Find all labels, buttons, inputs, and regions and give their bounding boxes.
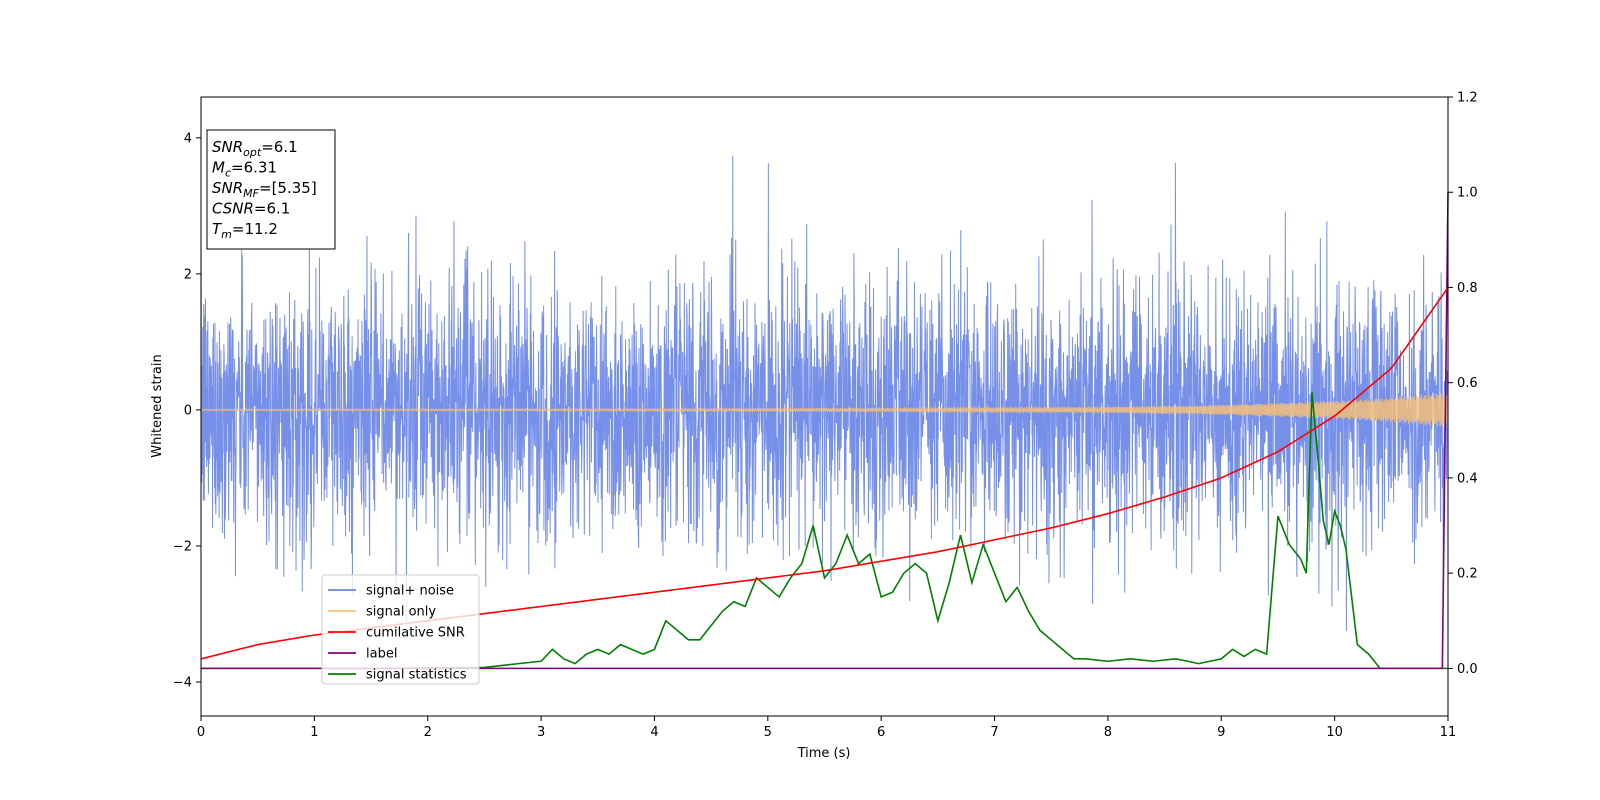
y2-tick-label: 0.6 [1457, 376, 1478, 391]
x-axis-ticks: 0 1 2 3 4 5 6 7 8 9 10 11 [197, 716, 1456, 740]
legend-label: signal only [366, 605, 436, 620]
y2-tick-label: 1.0 [1457, 186, 1478, 201]
info-box-frame [206, 129, 336, 250]
info-line: Tm=11.2 [212, 220, 278, 241]
y-tick-label: −2 [173, 539, 192, 554]
x-tick-label: 0 [197, 725, 205, 740]
y2-tick-label: 1.2 [1457, 91, 1478, 106]
legend-label: cumilative SNR [366, 626, 465, 641]
x-tick-label: 3 [537, 725, 545, 740]
info-line: CSNR=6.1 [212, 200, 290, 218]
y2-tick-label: 0.8 [1457, 281, 1478, 296]
y2-tick-label: 0.2 [1457, 567, 1478, 582]
series-signal-statistics [201, 392, 1448, 670]
legend-frame [321, 574, 480, 685]
x-tick-label: 8 [1104, 725, 1112, 740]
x-tick-label: 1 [310, 725, 318, 740]
y2-tick-label: 0.4 [1457, 471, 1478, 486]
legend-label: signal statistics [366, 668, 467, 683]
info-line: SNRMF=[5.35] [212, 179, 317, 200]
y-axis-ticks: −4 −2 0 2 4 [173, 131, 201, 690]
y2-axis-ticks: 0.0 0.2 0.4 0.6 0.8 1.0 1.2 [1448, 91, 1478, 677]
x-tick-label: 11 [1440, 725, 1457, 740]
x-tick-label: 6 [877, 725, 885, 740]
y-tick-label: 2 [184, 267, 192, 282]
y-tick-label: 4 [184, 131, 192, 146]
plot-frame [200, 96, 1449, 717]
info-line: SNRopt=6.1 [212, 138, 298, 159]
y-tick-label: 0 [184, 403, 192, 418]
y-tick-label: −4 [173, 675, 192, 690]
y2-tick-label: 0.0 [1457, 662, 1478, 677]
series-label [201, 192, 1449, 670]
y-axis-label: Whitened strain [150, 354, 165, 457]
legend: signal+ noise signal only cumilative SNR la… [321, 574, 480, 685]
series-signal-noise [200, 156, 1449, 631]
info-line: Mc=6.31 [212, 159, 277, 180]
x-tick-label: 5 [764, 725, 772, 740]
legend-label: signal+ noise [366, 584, 454, 599]
series-layer [200, 156, 1449, 670]
x-tick-label: 10 [1326, 725, 1343, 740]
x-tick-label: 2 [424, 725, 432, 740]
legend-label: label [366, 647, 397, 662]
x-tick-label: 4 [650, 725, 658, 740]
x-tick-label: 9 [1217, 725, 1225, 740]
series-signal-only [200, 393, 1449, 428]
x-axis-label: Time (s) [797, 746, 851, 761]
x-tick-label: 7 [990, 725, 998, 740]
